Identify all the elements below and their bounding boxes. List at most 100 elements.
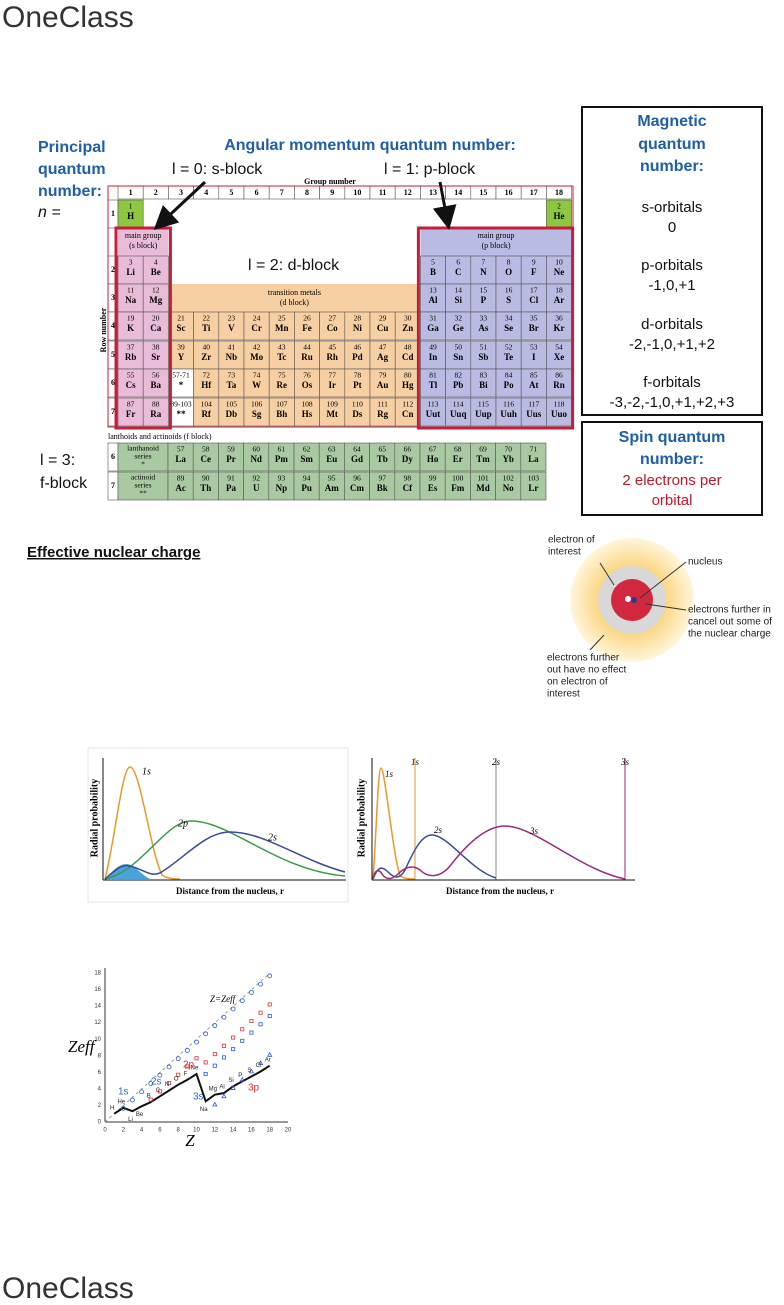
marker — [248, 1068, 255, 1074]
element-cell — [142, 340, 169, 370]
marker-label: 3s — [620, 757, 630, 767]
marker — [257, 1060, 264, 1066]
group-number: 12 — [404, 188, 412, 197]
element-cell — [344, 368, 371, 398]
element-label: H — [110, 1105, 114, 1111]
element-symbol: Np — [276, 483, 288, 493]
element-cell — [495, 397, 522, 427]
group-number: 11 — [379, 188, 387, 197]
atomic-number: 101 — [477, 474, 489, 483]
marker — [176, 1072, 181, 1077]
atomic-number: 93 — [278, 474, 286, 483]
element-cell — [243, 397, 270, 427]
atomic-number: 18 — [555, 286, 563, 295]
element-symbol: Tl — [429, 380, 438, 390]
element-symbol: Pa — [226, 483, 236, 493]
element-label: Al — [219, 1085, 224, 1091]
atomic-number: 10 — [555, 258, 563, 267]
arrow — [153, 180, 207, 231]
marker — [212, 1023, 218, 1028]
y-tick-label: 2 — [98, 1103, 102, 1109]
atomic-number: 87 — [127, 400, 135, 409]
element-symbol: Db — [226, 409, 238, 419]
orbital-name: p-orbitals — [641, 257, 703, 274]
atomic-number: 27 — [328, 314, 336, 323]
element-symbol: Sc — [177, 323, 186, 333]
element-symbol: N — [480, 267, 487, 277]
atomic-number: 84 — [505, 371, 513, 380]
atomic-number: 24 — [253, 314, 261, 323]
element-cell — [470, 340, 497, 370]
element-symbol: Ti — [202, 323, 211, 333]
element-symbol: Tc — [277, 352, 286, 362]
block-label: transition metals — [268, 288, 321, 297]
element-symbol: Sg — [252, 409, 262, 419]
atomic-number: 1 — [129, 202, 133, 211]
orbital-name: s-orbitals — [642, 199, 703, 216]
element-cell — [294, 340, 320, 370]
atomic-number: 102 — [503, 474, 515, 483]
group-number: 9 — [330, 188, 334, 197]
marker — [221, 1055, 226, 1060]
atomic-number: 108 — [301, 400, 313, 409]
curve-2s — [104, 831, 346, 880]
principal-label: quantum — [38, 161, 106, 178]
element-cell — [420, 368, 446, 398]
element-symbol: Bi — [479, 380, 488, 390]
p-band — [420, 228, 572, 256]
y-label: Radial probability — [356, 779, 367, 857]
element-symbol: Cu — [377, 323, 389, 333]
atomic-number: 6 — [456, 258, 460, 267]
shell-label: 2s — [151, 1077, 162, 1088]
principal-label: number: — [38, 183, 102, 200]
element-symbol: Cn — [402, 409, 414, 419]
element-symbol: F — [531, 267, 537, 277]
element-cell — [268, 397, 295, 427]
atomic-number: 55 — [127, 371, 135, 380]
orbital-values: -3,-2,-1,0,+1,+2,+3 — [610, 394, 735, 411]
atomic-number: 38 — [152, 343, 160, 352]
orbital-values: 0 — [668, 219, 676, 236]
magnetic-box — [581, 106, 763, 416]
marker — [221, 1014, 227, 1020]
atomic-number: 16 — [505, 286, 513, 295]
atomic-number: 11 — [127, 286, 134, 295]
element-symbol: Pm — [275, 454, 288, 464]
element-symbol: O — [505, 267, 512, 277]
atomic-number: 39 — [177, 343, 185, 352]
pointer — [645, 603, 687, 611]
atomic-number: 43 — [278, 343, 286, 352]
element-symbol: Md — [476, 483, 490, 493]
group-number: 10 — [353, 188, 361, 197]
element-label: Na — [200, 1107, 208, 1113]
y-tick-label: 10 — [94, 1037, 101, 1043]
element-symbol: Al — [429, 295, 438, 305]
atomic-number: 115 — [478, 400, 489, 409]
orbital-values: -1,0,+1 — [648, 277, 695, 294]
element-cell — [394, 311, 421, 341]
group-number: 5 — [229, 188, 233, 197]
atomic-number: 13 — [429, 286, 437, 295]
element-cell — [470, 311, 497, 341]
element-cell — [445, 255, 472, 285]
atomic-number: 58 — [202, 445, 210, 454]
element-symbol: Kr — [554, 323, 565, 333]
element-cell — [394, 340, 421, 370]
block-label: main group — [478, 231, 515, 240]
group-number: 1 — [129, 188, 133, 197]
atom-label: out have no effect — [547, 665, 627, 676]
element-symbol: Eu — [326, 454, 337, 464]
atomic-number: 111 — [377, 400, 388, 409]
marker — [130, 1097, 135, 1103]
element-cell — [445, 311, 472, 341]
element-cell — [419, 442, 446, 472]
atomic-number: 57 — [177, 445, 185, 454]
atomic-number: 81 — [429, 371, 437, 380]
element-label: Ne — [191, 1066, 199, 1072]
curve-1s — [104, 766, 181, 880]
x-tick-label: 20 — [285, 1128, 292, 1134]
y-tick-label: 4 — [98, 1086, 102, 1092]
element-cell — [142, 311, 169, 341]
element-cell — [167, 471, 194, 501]
atom-label: nucleus — [688, 557, 722, 568]
